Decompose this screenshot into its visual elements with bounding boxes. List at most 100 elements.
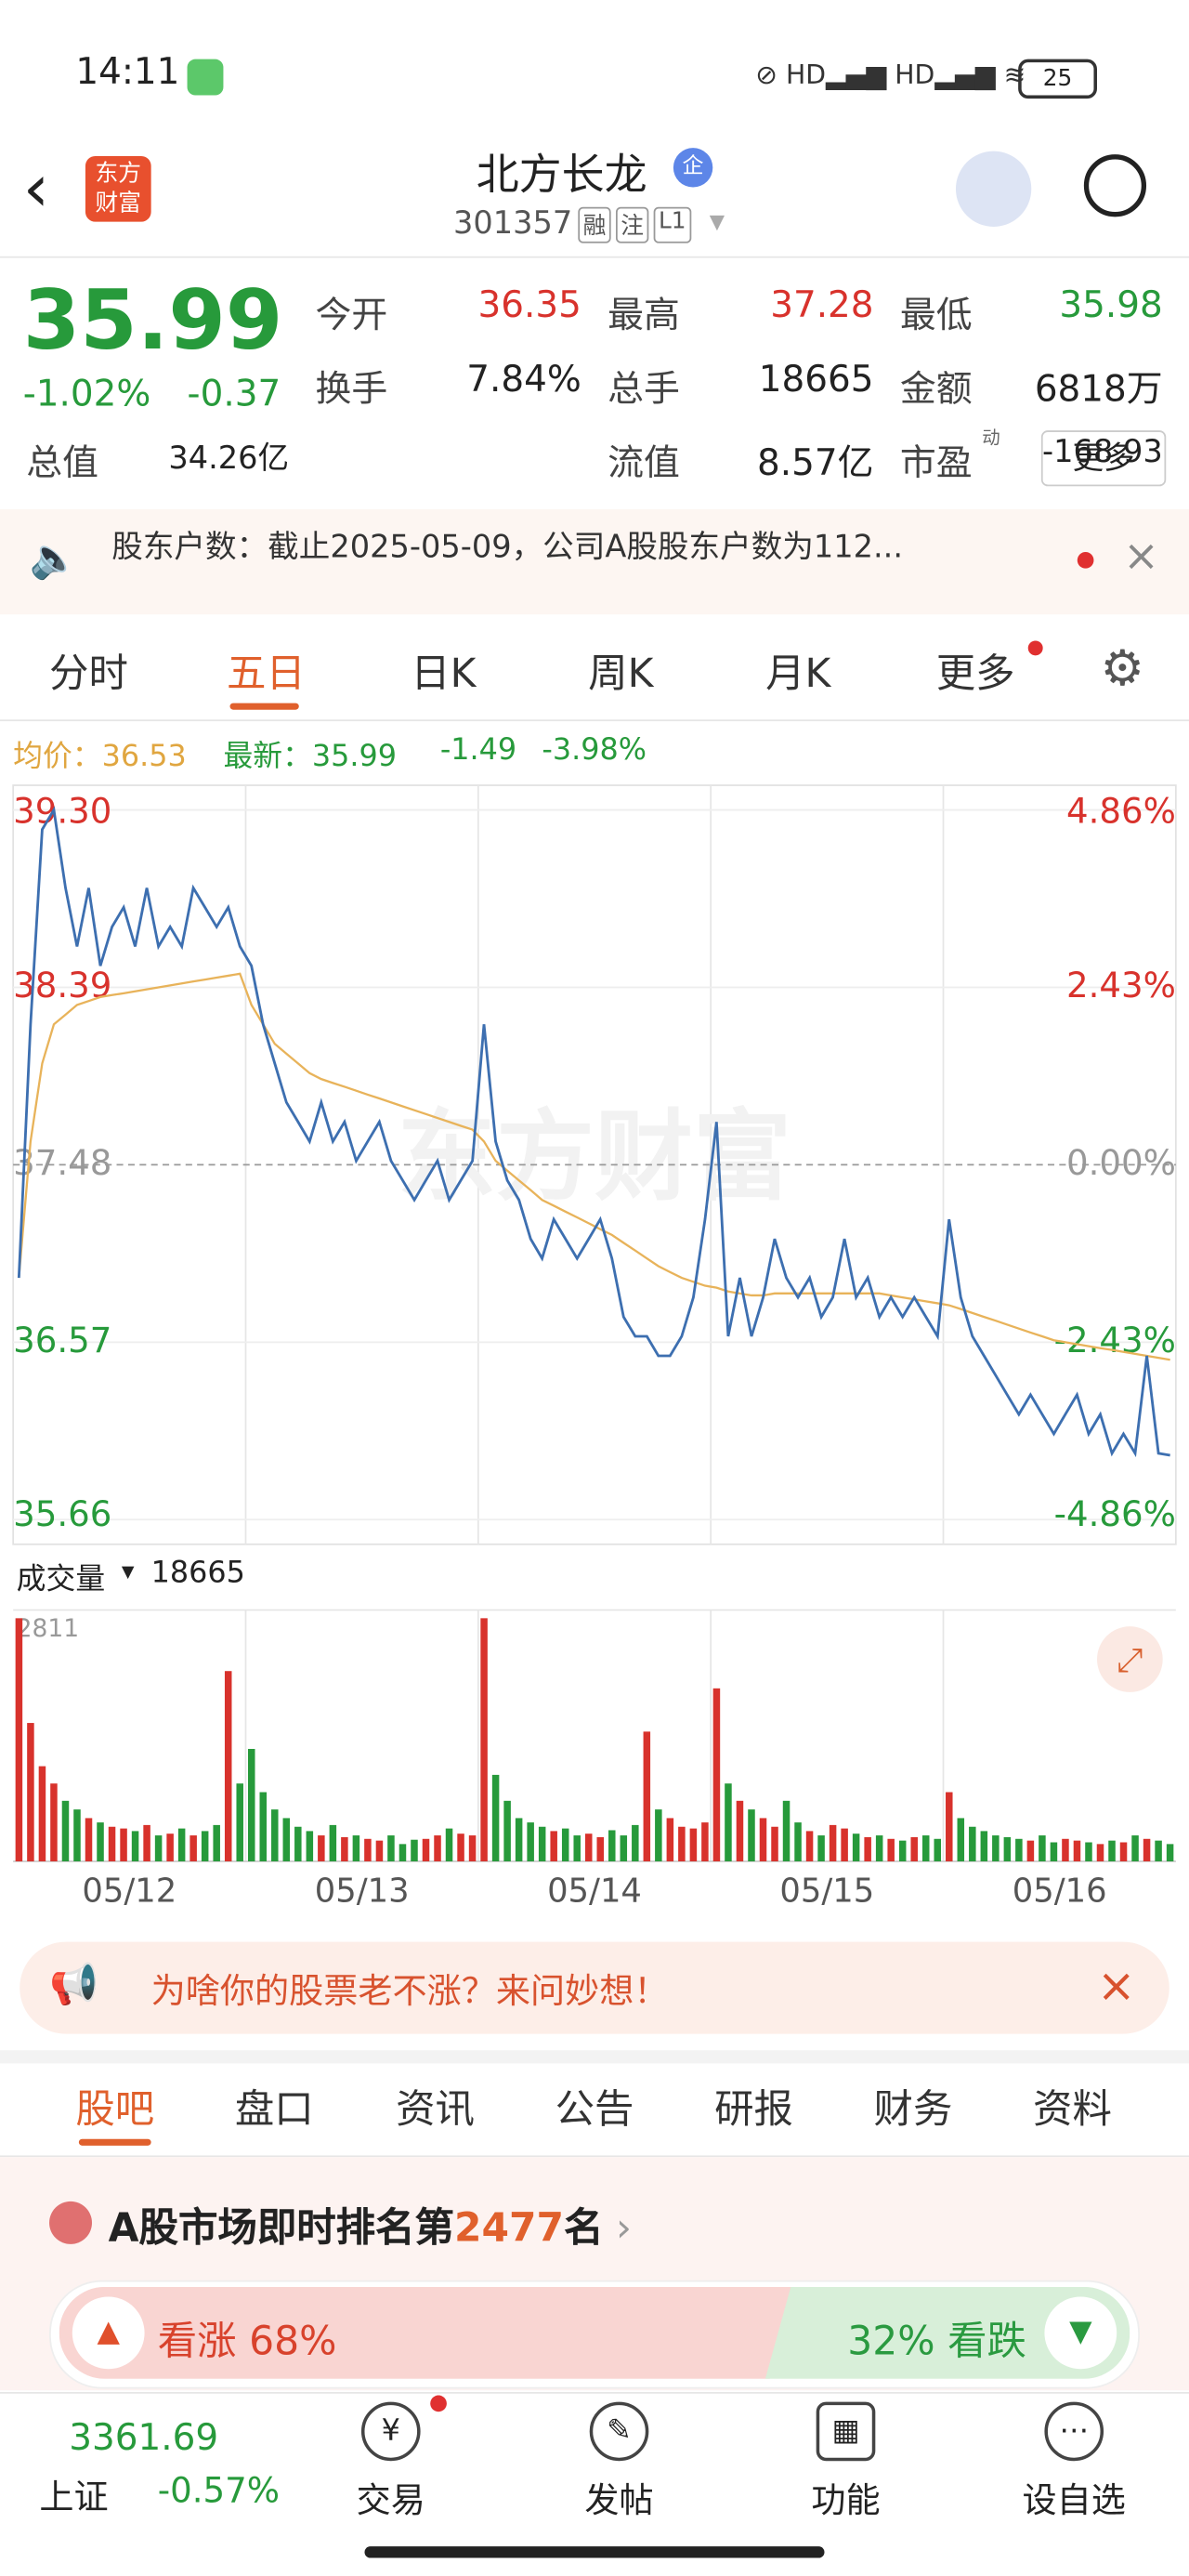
info-tab[interactable]: 研报 bbox=[714, 2086, 793, 2133]
volume-bar bbox=[632, 1824, 639, 1861]
chart-tab[interactable]: 更多 bbox=[935, 651, 1015, 697]
volume-bar bbox=[748, 1809, 755, 1861]
volume-bar bbox=[50, 1783, 58, 1861]
info-tab[interactable]: 盘口 bbox=[234, 2086, 314, 2133]
volume-bar bbox=[97, 1822, 104, 1861]
nav-icon[interactable]: ⋯ bbox=[1044, 2401, 1104, 2462]
volume-tick-label: 2811 bbox=[17, 1614, 79, 1643]
volume-bar bbox=[538, 1826, 546, 1861]
volume-bar bbox=[794, 1822, 802, 1861]
chart-tab[interactable]: 周K bbox=[588, 651, 654, 697]
chart-tab[interactable]: 分时 bbox=[49, 651, 128, 697]
stat-value: 8.57亿 bbox=[757, 443, 874, 485]
notice-dot bbox=[1077, 552, 1094, 569]
volume-bar bbox=[1143, 1838, 1151, 1861]
badge: 企 bbox=[673, 148, 713, 188]
volume-bar bbox=[282, 1818, 291, 1861]
home-indicator bbox=[364, 2546, 825, 2558]
volume-bar bbox=[480, 1618, 488, 1861]
stat-label: 换手 bbox=[315, 369, 388, 411]
assistant-avatar[interactable] bbox=[955, 151, 1032, 227]
signal-icons: ⊘ HD▂▄▆ HD▂▄▆ ≋ bbox=[755, 59, 1026, 91]
ad-text: 为啥你的股票老不涨？来问妙想！ bbox=[150, 1971, 669, 2011]
stat-value: 37.28 bbox=[770, 285, 874, 327]
settings-icon[interactable]: ⚙ bbox=[1100, 640, 1145, 699]
volume-bar bbox=[584, 1833, 593, 1861]
volume-bar bbox=[61, 1800, 70, 1861]
divider bbox=[0, 2050, 1189, 2064]
nav-label[interactable]: 交易 bbox=[356, 2480, 425, 2520]
ranking[interactable]: A股市场即时排名第2477名 › bbox=[108, 2204, 632, 2251]
volume-bar bbox=[655, 1809, 662, 1861]
nav-label[interactable]: 功能 bbox=[811, 2480, 881, 2520]
stat-value: 35.98 bbox=[1059, 285, 1163, 327]
volume-bar bbox=[678, 1826, 686, 1861]
app-logo: 东方财富 bbox=[85, 155, 151, 222]
volume-bar bbox=[771, 1826, 778, 1861]
bull-label: 看涨 68% bbox=[157, 2318, 337, 2364]
back-button[interactable]: ‹ bbox=[22, 151, 50, 227]
search-button[interactable] bbox=[1083, 154, 1147, 217]
volume-bar bbox=[120, 1828, 127, 1861]
expand-button[interactable]: ⤢ bbox=[1096, 1626, 1163, 1692]
x-tick-label: 05/14 bbox=[547, 1873, 642, 1911]
nav-label[interactable]: 设自选 bbox=[1022, 2480, 1126, 2520]
chart-tab[interactable]: 日K bbox=[411, 651, 477, 697]
info-tab[interactable]: 资讯 bbox=[396, 2086, 475, 2133]
notice-text: 股东户数：截止2025-05-09，公司A股股东户数为112... bbox=[111, 529, 904, 566]
volume-bar bbox=[608, 1830, 616, 1861]
volume-bar bbox=[805, 1831, 814, 1861]
info-tab[interactable]: 公告 bbox=[555, 2086, 634, 2133]
chart-tab[interactable]: 五日 bbox=[226, 651, 306, 697]
volume-label[interactable]: 成交量 bbox=[16, 1562, 106, 1597]
ad-banner[interactable] bbox=[20, 1941, 1169, 2034]
stat-label: 最高 bbox=[608, 296, 680, 337]
volume-bar bbox=[491, 1774, 500, 1861]
volume-bar bbox=[468, 1835, 477, 1861]
notice-bar[interactable] bbox=[0, 509, 1189, 615]
info-tab[interactable]: 财务 bbox=[873, 2086, 953, 2133]
volume-bar bbox=[271, 1809, 279, 1861]
legend-change: -1.49 bbox=[439, 732, 517, 768]
bull-bar[interactable] bbox=[59, 2286, 792, 2379]
volume-bar bbox=[515, 1818, 523, 1861]
more-button[interactable]: 更多 bbox=[1040, 430, 1167, 487]
tag: L1 bbox=[653, 206, 691, 243]
volume-bar bbox=[1166, 1844, 1174, 1861]
y-tick-label: 36.57 bbox=[13, 1321, 111, 1360]
nav-label[interactable]: 发帖 bbox=[584, 2480, 654, 2520]
index-change: -0.57% bbox=[157, 2470, 281, 2511]
dropdown[interactable]: ▼ bbox=[709, 210, 725, 234]
volume-total: 18665 bbox=[150, 1556, 245, 1591]
ad-close[interactable]: × bbox=[1096, 1958, 1136, 2013]
stat-value: -168.93 bbox=[1042, 433, 1163, 470]
volume-bar bbox=[38, 1766, 46, 1861]
nav-icon[interactable]: ¥ bbox=[360, 2401, 421, 2462]
nav-icon[interactable]: ✎ bbox=[589, 2401, 649, 2462]
volume-bar bbox=[445, 1828, 453, 1861]
info-tab[interactable]: 股吧 bbox=[75, 2086, 155, 2133]
volume-bar bbox=[550, 1831, 557, 1861]
volume-bar bbox=[224, 1671, 232, 1861]
notice-close[interactable]: × bbox=[1123, 532, 1159, 582]
nav-dot bbox=[430, 2395, 447, 2412]
volume-bar bbox=[375, 1840, 384, 1861]
price-line bbox=[17, 806, 1170, 1458]
volume-bar bbox=[969, 1826, 976, 1861]
chart-tab[interactable]: 月K bbox=[765, 651, 831, 697]
index-value: 3361.69 bbox=[69, 2418, 219, 2460]
stock-code: 301357 bbox=[452, 204, 573, 242]
nav-icon[interactable]: ▦ bbox=[816, 2401, 876, 2462]
volume-bar bbox=[620, 1835, 628, 1861]
ranking-icon bbox=[49, 2201, 93, 2244]
volume-bar bbox=[236, 1783, 243, 1861]
info-tab[interactable]: 资料 bbox=[1033, 2086, 1112, 2133]
volume-bar bbox=[921, 1835, 930, 1861]
legend-avg: 均价：36.53 bbox=[13, 739, 187, 774]
volume-dropdown[interactable]: ▼ bbox=[121, 1564, 135, 1583]
ranking-suffix: 名 bbox=[564, 2204, 604, 2251]
bull-icon: ▲ bbox=[72, 2296, 145, 2370]
divider bbox=[0, 2392, 1189, 2394]
volume-bar bbox=[329, 1824, 337, 1861]
